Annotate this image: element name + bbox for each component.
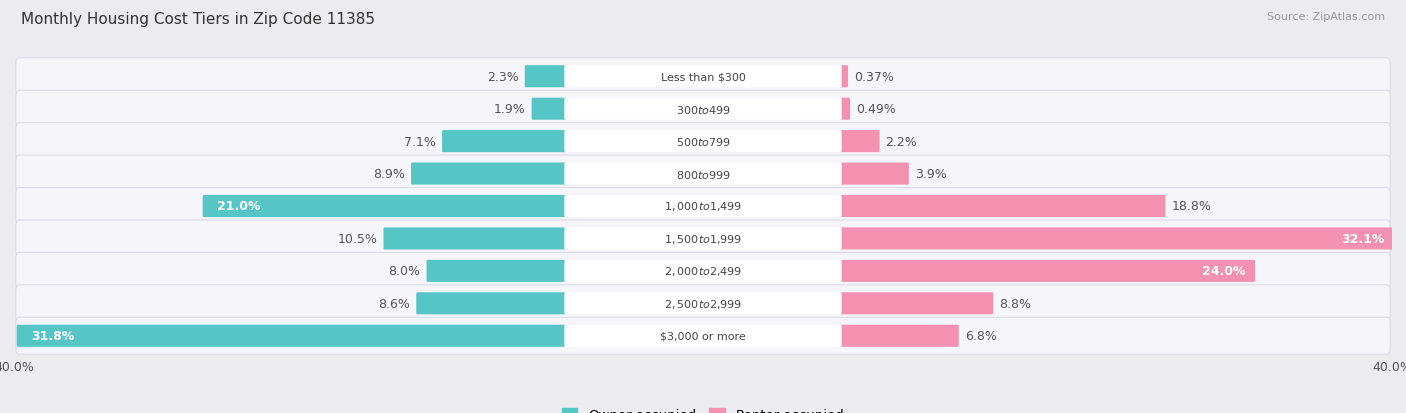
Text: $3,000 or more: $3,000 or more bbox=[661, 331, 745, 341]
FancyBboxPatch shape bbox=[839, 228, 1395, 250]
FancyBboxPatch shape bbox=[839, 260, 1256, 282]
FancyBboxPatch shape bbox=[839, 292, 993, 315]
FancyBboxPatch shape bbox=[384, 228, 567, 250]
Text: $300 to $499: $300 to $499 bbox=[675, 103, 731, 115]
Text: $1,000 to $1,499: $1,000 to $1,499 bbox=[664, 200, 742, 213]
Text: 8.0%: 8.0% bbox=[388, 265, 420, 278]
FancyBboxPatch shape bbox=[17, 325, 567, 347]
FancyBboxPatch shape bbox=[15, 253, 1391, 290]
Text: Monthly Housing Cost Tiers in Zip Code 11385: Monthly Housing Cost Tiers in Zip Code 1… bbox=[21, 12, 375, 27]
FancyBboxPatch shape bbox=[564, 131, 842, 153]
FancyBboxPatch shape bbox=[839, 325, 959, 347]
FancyBboxPatch shape bbox=[15, 285, 1391, 322]
FancyBboxPatch shape bbox=[564, 260, 842, 282]
Text: $2,000 to $2,499: $2,000 to $2,499 bbox=[664, 265, 742, 278]
Legend: Owner-occupied, Renter-occupied: Owner-occupied, Renter-occupied bbox=[557, 402, 849, 413]
FancyBboxPatch shape bbox=[15, 188, 1391, 225]
Text: 8.6%: 8.6% bbox=[378, 297, 411, 310]
FancyBboxPatch shape bbox=[426, 260, 567, 282]
Text: Source: ZipAtlas.com: Source: ZipAtlas.com bbox=[1267, 12, 1385, 22]
Text: 31.8%: 31.8% bbox=[31, 330, 75, 342]
Text: $800 to $999: $800 to $999 bbox=[675, 168, 731, 180]
FancyBboxPatch shape bbox=[839, 66, 848, 88]
Text: 8.8%: 8.8% bbox=[1000, 297, 1031, 310]
Text: 8.9%: 8.9% bbox=[373, 168, 405, 180]
FancyBboxPatch shape bbox=[839, 131, 880, 153]
Text: 3.9%: 3.9% bbox=[915, 168, 946, 180]
Text: $500 to $799: $500 to $799 bbox=[675, 136, 731, 148]
FancyBboxPatch shape bbox=[15, 156, 1391, 192]
Text: 18.8%: 18.8% bbox=[1171, 200, 1212, 213]
Text: 21.0%: 21.0% bbox=[218, 200, 260, 213]
Text: 2.2%: 2.2% bbox=[886, 135, 917, 148]
Text: 24.0%: 24.0% bbox=[1202, 265, 1246, 278]
FancyBboxPatch shape bbox=[839, 163, 908, 185]
FancyBboxPatch shape bbox=[564, 66, 842, 88]
FancyBboxPatch shape bbox=[839, 98, 851, 121]
FancyBboxPatch shape bbox=[15, 123, 1391, 160]
Text: 0.49%: 0.49% bbox=[856, 103, 896, 116]
Text: Less than $300: Less than $300 bbox=[661, 72, 745, 82]
FancyBboxPatch shape bbox=[15, 318, 1391, 354]
FancyBboxPatch shape bbox=[15, 91, 1391, 128]
FancyBboxPatch shape bbox=[441, 131, 567, 153]
Text: $1,500 to $1,999: $1,500 to $1,999 bbox=[664, 233, 742, 245]
FancyBboxPatch shape bbox=[531, 98, 567, 121]
FancyBboxPatch shape bbox=[564, 98, 842, 121]
Text: 32.1%: 32.1% bbox=[1341, 233, 1385, 245]
Text: 0.37%: 0.37% bbox=[853, 71, 894, 83]
Text: 1.9%: 1.9% bbox=[494, 103, 526, 116]
FancyBboxPatch shape bbox=[839, 195, 1166, 218]
Text: 2.3%: 2.3% bbox=[486, 71, 519, 83]
FancyBboxPatch shape bbox=[564, 163, 842, 185]
FancyBboxPatch shape bbox=[202, 195, 567, 218]
Text: 10.5%: 10.5% bbox=[337, 233, 377, 245]
FancyBboxPatch shape bbox=[564, 325, 842, 347]
FancyBboxPatch shape bbox=[564, 292, 842, 315]
FancyBboxPatch shape bbox=[564, 195, 842, 218]
Text: $2,500 to $2,999: $2,500 to $2,999 bbox=[664, 297, 742, 310]
Text: 7.1%: 7.1% bbox=[404, 135, 436, 148]
FancyBboxPatch shape bbox=[564, 228, 842, 250]
FancyBboxPatch shape bbox=[416, 292, 567, 315]
Text: 40.0%: 40.0% bbox=[0, 360, 34, 373]
Text: 40.0%: 40.0% bbox=[1372, 360, 1406, 373]
FancyBboxPatch shape bbox=[411, 163, 567, 185]
FancyBboxPatch shape bbox=[15, 59, 1391, 95]
Text: 6.8%: 6.8% bbox=[965, 330, 997, 342]
FancyBboxPatch shape bbox=[15, 221, 1391, 257]
FancyBboxPatch shape bbox=[524, 66, 567, 88]
